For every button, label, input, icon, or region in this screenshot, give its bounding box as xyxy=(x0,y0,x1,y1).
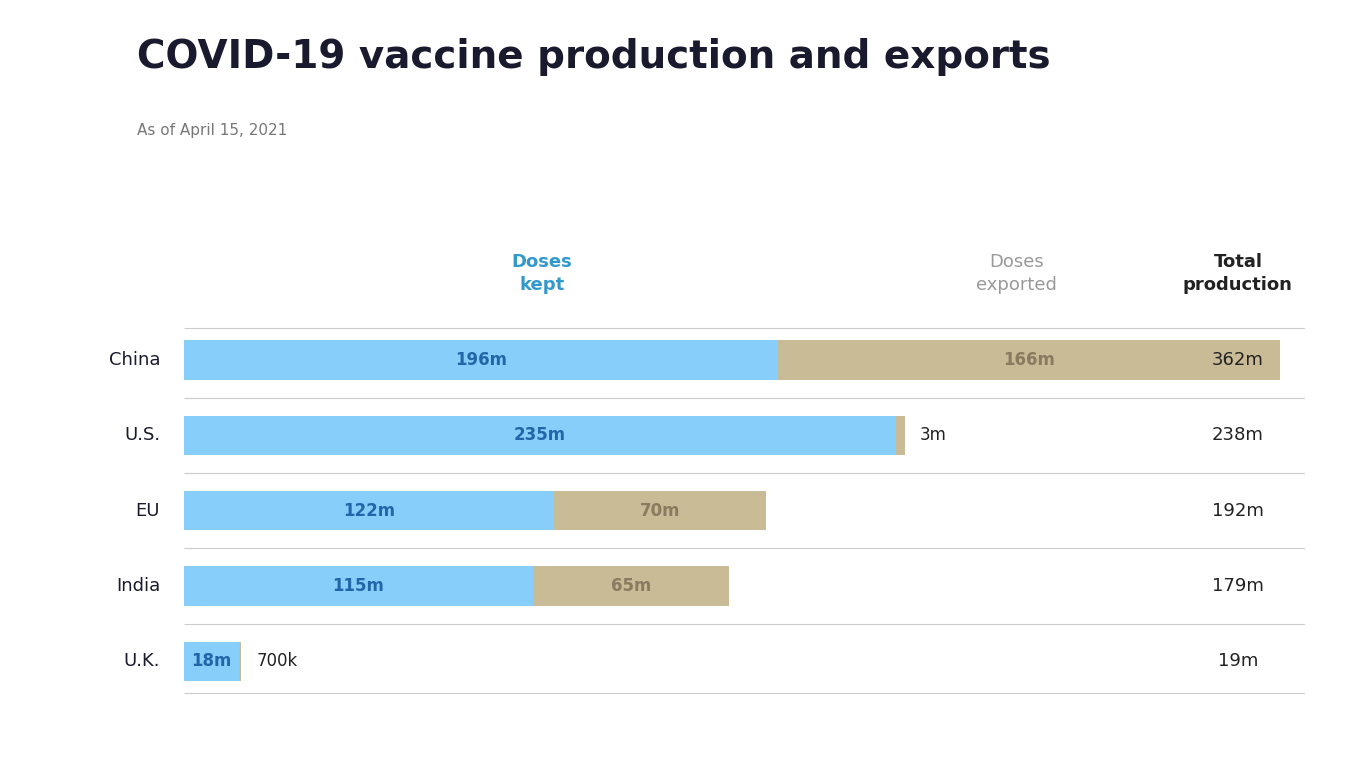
Bar xyxy=(184,491,553,530)
Text: U.S.: U.S. xyxy=(124,426,160,445)
Text: 362m: 362m xyxy=(1212,351,1264,369)
Bar xyxy=(896,415,904,455)
Text: 70m: 70m xyxy=(639,502,680,520)
Text: EU: EU xyxy=(135,502,160,520)
Bar xyxy=(184,642,239,681)
Bar xyxy=(184,567,533,606)
Text: 235m: 235m xyxy=(514,426,566,445)
Text: 179m: 179m xyxy=(1212,577,1264,595)
Text: 3m: 3m xyxy=(921,426,947,445)
Text: As of April 15, 2021: As of April 15, 2021 xyxy=(137,123,287,138)
Text: Doses
kept: Doses kept xyxy=(511,253,572,293)
Text: 700k: 700k xyxy=(257,652,298,670)
Text: 65m: 65m xyxy=(611,577,652,595)
Text: COVID-19 vaccine production and exports: COVID-19 vaccine production and exports xyxy=(137,38,1050,76)
Bar xyxy=(184,415,896,455)
Text: 166m: 166m xyxy=(1003,351,1055,369)
Bar xyxy=(777,340,1280,379)
Text: Total
production: Total production xyxy=(1183,253,1292,293)
Bar xyxy=(533,567,729,606)
Text: 192m: 192m xyxy=(1212,502,1264,520)
Text: India: India xyxy=(116,577,160,595)
Text: Doses
exported: Doses exported xyxy=(977,253,1057,293)
Text: China: China xyxy=(109,351,160,369)
Bar xyxy=(553,491,766,530)
Text: 196m: 196m xyxy=(455,351,507,369)
Text: 115m: 115m xyxy=(332,577,384,595)
Bar xyxy=(184,340,777,379)
Text: 238m: 238m xyxy=(1212,426,1264,445)
Text: 122m: 122m xyxy=(343,502,395,520)
Text: U.K.: U.K. xyxy=(124,652,160,670)
Bar xyxy=(239,642,240,681)
Text: 19m: 19m xyxy=(1217,652,1258,670)
Text: 18m: 18m xyxy=(191,652,232,670)
